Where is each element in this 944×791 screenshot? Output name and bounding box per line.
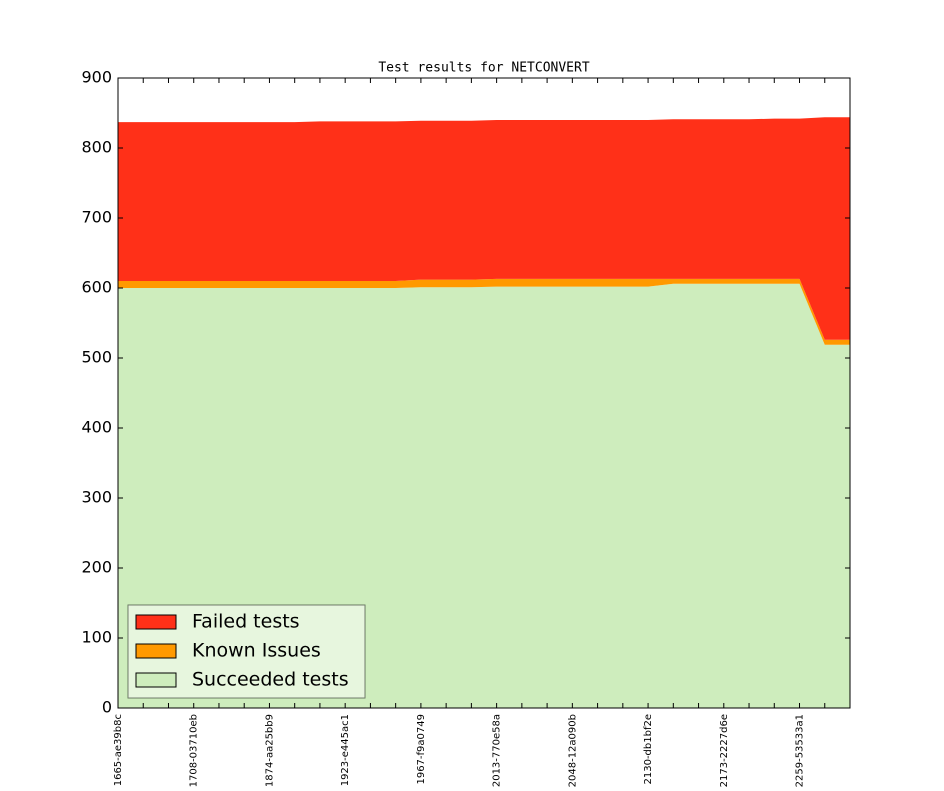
- chart-title: Test results for NETCONVERT: [378, 61, 589, 76]
- y-tick-label: 700: [81, 208, 112, 227]
- x-tick-label: 1874-aa25bb9: [264, 714, 275, 787]
- x-tick-label: 2048-12a090b: [567, 714, 578, 787]
- y-tick-label: 900: [81, 68, 112, 87]
- y-tick-label: 300: [81, 488, 112, 507]
- legend-label: Succeeded tests: [192, 669, 349, 691]
- x-tick-label: 2259-53533a1: [795, 714, 806, 787]
- area: [118, 283, 850, 708]
- y-tick-label: 800: [81, 138, 112, 157]
- x-tick-label: 1967-f9a0749: [416, 714, 427, 785]
- legend-swatch: [135, 672, 177, 688]
- legend-label: Known Issues: [192, 640, 321, 662]
- area: [118, 278, 850, 345]
- x-tick-label: 2130-db1bf2e: [643, 714, 654, 785]
- y-tick-label: 600: [81, 278, 112, 297]
- y-tick-label: 100: [81, 628, 112, 647]
- y-tick-label: 200: [81, 558, 112, 577]
- legend-swatch: [135, 614, 177, 630]
- legend-swatch: [135, 643, 177, 659]
- y-tick-label: 500: [81, 348, 112, 367]
- x-tick-label: 1665-ae39b8c: [113, 714, 124, 786]
- y-tick-label: 400: [81, 418, 112, 437]
- x-tick-label: 1923-e445ac1: [340, 714, 351, 786]
- area: [118, 117, 850, 340]
- x-tick-label: 2173-2227d6e: [719, 714, 730, 787]
- x-tick-label: 1708-03710eb: [189, 714, 200, 787]
- y-tick-label: 0: [102, 698, 112, 717]
- plot-frame: [117, 77, 851, 709]
- x-tick-label: 2013-770e58a: [492, 714, 503, 787]
- legend-label: Failed tests: [192, 611, 300, 633]
